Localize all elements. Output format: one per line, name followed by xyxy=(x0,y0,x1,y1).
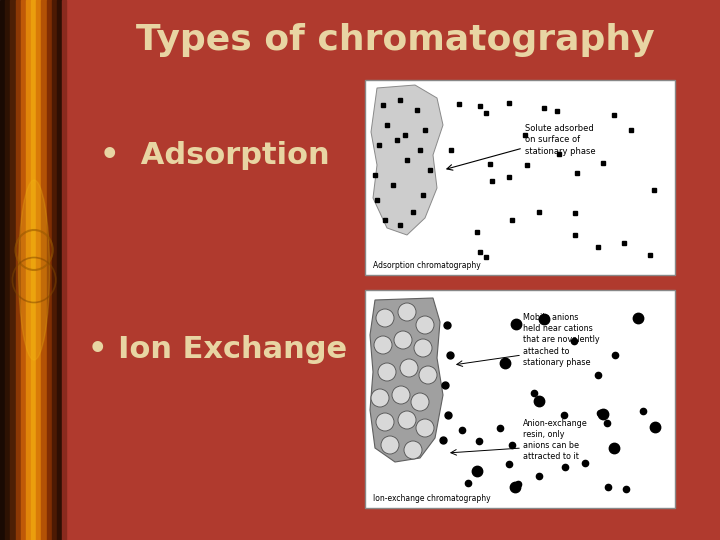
Ellipse shape xyxy=(19,180,50,360)
Text: Anion-exchange
resin, only
anions can be
attracted to it: Anion-exchange resin, only anions can be… xyxy=(523,419,588,461)
Circle shape xyxy=(378,363,396,381)
Circle shape xyxy=(376,309,394,327)
Bar xyxy=(36,0,41,540)
Bar xyxy=(16,0,21,540)
Circle shape xyxy=(394,331,412,349)
Circle shape xyxy=(376,413,394,431)
Circle shape xyxy=(392,386,410,404)
Text: Types of chromatography: Types of chromatography xyxy=(135,23,654,57)
Bar xyxy=(41,0,47,540)
Circle shape xyxy=(411,393,429,411)
Text: Solute adsorbed
on surface of
stationary phase: Solute adsorbed on surface of stationary… xyxy=(525,124,595,156)
Circle shape xyxy=(371,389,389,407)
Circle shape xyxy=(398,411,416,429)
Bar xyxy=(52,0,57,540)
Bar xyxy=(0,0,5,540)
Circle shape xyxy=(414,339,432,357)
Circle shape xyxy=(416,316,434,334)
Bar xyxy=(365,80,675,275)
Bar xyxy=(47,0,52,540)
Bar xyxy=(365,290,675,508)
Bar xyxy=(5,0,10,540)
Bar xyxy=(26,0,31,540)
Circle shape xyxy=(416,419,434,437)
Circle shape xyxy=(400,359,418,377)
Text: Ion-exchange chromatography: Ion-exchange chromatography xyxy=(373,494,490,503)
Circle shape xyxy=(381,436,399,454)
Polygon shape xyxy=(370,298,443,462)
Polygon shape xyxy=(371,85,443,235)
Bar xyxy=(21,0,26,540)
Text: • Ion Exchange: • Ion Exchange xyxy=(88,335,347,364)
Bar xyxy=(10,0,16,540)
Circle shape xyxy=(398,303,416,321)
Circle shape xyxy=(374,336,392,354)
Text: •  Adsorption: • Adsorption xyxy=(100,140,330,170)
Bar xyxy=(62,0,66,540)
Bar xyxy=(31,0,36,540)
Text: Mobile anions
held near cations
that are novalently
attached to
stationary phase: Mobile anions held near cations that are… xyxy=(523,313,600,367)
Circle shape xyxy=(419,366,437,384)
Text: Adsorption chromatography: Adsorption chromatography xyxy=(373,261,481,270)
Bar xyxy=(57,0,62,540)
Circle shape xyxy=(404,441,422,459)
